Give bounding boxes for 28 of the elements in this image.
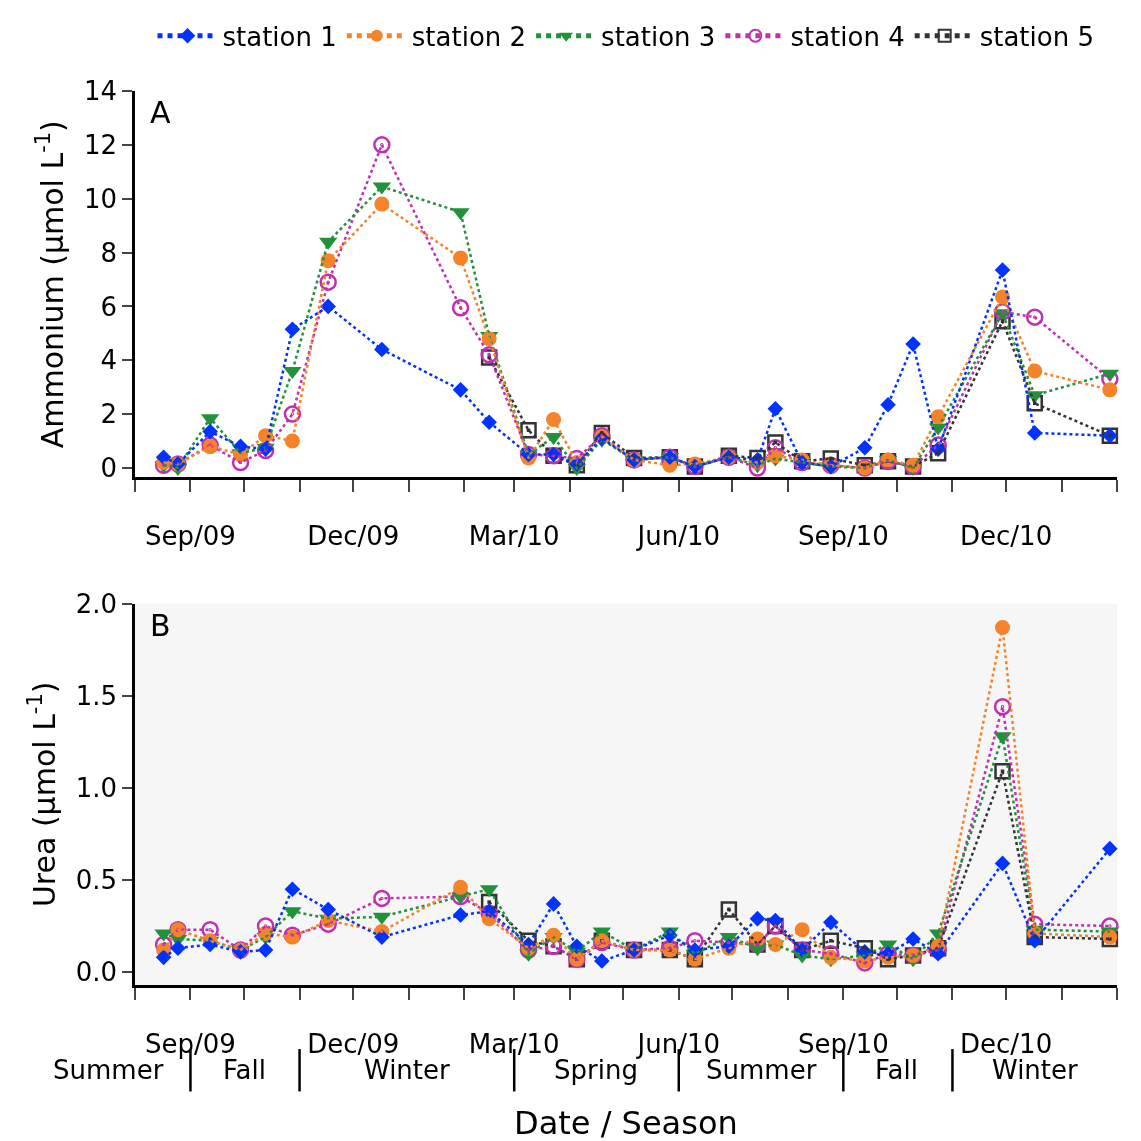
- y-tick-label: 10: [83, 183, 118, 214]
- y-tick-label: 0.0: [75, 957, 118, 988]
- annotation: A: [150, 95, 171, 130]
- y-tick-label: 1.5: [75, 680, 118, 711]
- annotation: B: [150, 608, 171, 643]
- x-tick-label: Dec/10: [960, 521, 1053, 552]
- x-tick-label: Jun/10: [635, 521, 720, 552]
- legend-label: station 5: [979, 21, 1094, 52]
- legend-label: station 4: [790, 21, 905, 52]
- legend-label: station 2: [411, 21, 527, 52]
- x-tick-label: Sep/09: [145, 521, 236, 552]
- x-tick-label: Sep/10: [797, 521, 889, 552]
- y-tick-label: 8: [100, 237, 118, 268]
- x-tick-label: Mar/10: [468, 1028, 560, 1059]
- y-tick-label: 1.0: [75, 772, 118, 803]
- legend-label: station 1: [222, 21, 337, 52]
- y-tick-label: 2: [100, 399, 118, 430]
- y-tick-label: 2.0: [75, 588, 118, 619]
- y-tick-label: 4: [100, 345, 118, 376]
- y-tick-label: 0.5: [75, 865, 118, 896]
- y-tick-label: 0: [100, 453, 118, 484]
- legend-label: station 3: [601, 21, 716, 52]
- y-tick-label: 6: [100, 291, 118, 322]
- y-tick-label: 12: [83, 129, 118, 160]
- y-tick-label: 14: [83, 76, 118, 107]
- x-tick-label: Mar/10: [468, 521, 560, 552]
- x-axis-title: Date / Season: [514, 1104, 738, 1141]
- x-tick-label: Dec/09: [307, 521, 400, 552]
